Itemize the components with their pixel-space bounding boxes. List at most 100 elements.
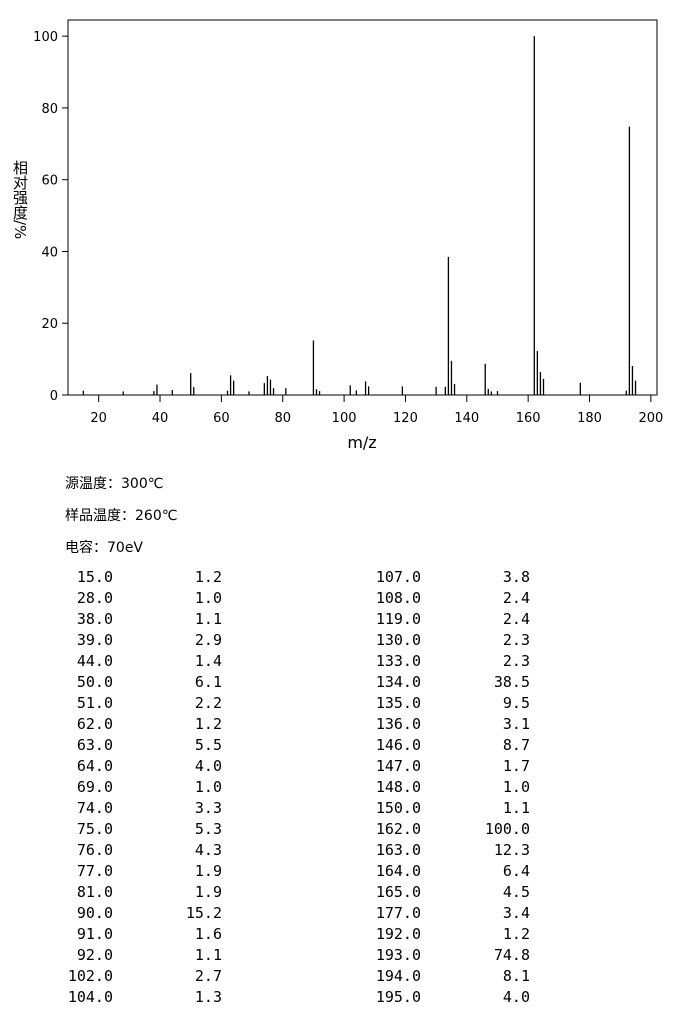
intensity-cell: 1.7 — [503, 757, 530, 775]
x-tick-label: 20 — [90, 411, 107, 426]
intensity-cell: 1.0 — [503, 778, 530, 796]
x-tick-label: 80 — [274, 411, 291, 426]
mz-cell: 62.0 — [77, 715, 113, 733]
mz-cell: 28.0 — [77, 589, 113, 607]
mz-cell: 51.0 — [77, 694, 113, 712]
intensity-cell: 1.2 — [195, 715, 222, 733]
x-tick-label: 120 — [393, 411, 418, 426]
x-tick-label: 60 — [213, 411, 230, 426]
intensity-cell: 5.3 — [195, 820, 222, 838]
intensity-cell: 2.7 — [195, 967, 222, 985]
y-tick-label: 100 — [33, 30, 58, 45]
x-tick-label: 200 — [638, 411, 663, 426]
y-tick-label: 80 — [41, 102, 58, 117]
intensity-cell: 4.0 — [503, 988, 530, 1006]
mz-cell: 164.0 — [376, 862, 421, 880]
intensity-cell: 2.4 — [503, 589, 530, 607]
x-axis-label: m/z — [347, 433, 376, 452]
intensity-cell: 8.1 — [503, 967, 530, 985]
mz-cell: 136.0 — [376, 715, 421, 733]
mz-cell: 76.0 — [77, 841, 113, 859]
intensity-cell: 15.2 — [186, 904, 222, 922]
intensity-cell: 5.5 — [195, 736, 222, 754]
x-tick-label: 160 — [516, 411, 541, 426]
intensity-cell: 6.1 — [195, 673, 222, 691]
mz-cell: 104.0 — [68, 988, 113, 1006]
mz-cell: 147.0 — [376, 757, 421, 775]
intensity-cell: 2.3 — [503, 631, 530, 649]
mz-cell: 148.0 — [376, 778, 421, 796]
mz-cell: 165.0 — [376, 883, 421, 901]
y-tick-label: 20 — [41, 317, 58, 332]
mz-cell: 135.0 — [376, 694, 421, 712]
intensity-cell: 8.7 — [503, 736, 530, 754]
intensity-cell: 38.5 — [494, 673, 530, 691]
intensity-cell: 4.5 — [503, 883, 530, 901]
mz-cell: 192.0 — [376, 925, 421, 943]
condition: 样品温度：260℃ — [65, 508, 177, 524]
x-tick-label: 100 — [332, 411, 357, 426]
mz-cell: 63.0 — [77, 736, 113, 754]
intensity-cell: 4.3 — [195, 841, 222, 859]
intensity-cell: 12.3 — [494, 841, 530, 859]
mz-cell: 133.0 — [376, 652, 421, 670]
intensity-cell: 3.8 — [503, 568, 530, 586]
intensity-cell: 1.0 — [195, 778, 222, 796]
mz-cell: 81.0 — [77, 883, 113, 901]
y-tick-label: 0 — [50, 389, 58, 404]
x-tick-label: 180 — [577, 411, 602, 426]
mz-cell: 64.0 — [77, 757, 113, 775]
mz-cell: 150.0 — [376, 799, 421, 817]
plot-frame — [67, 19, 658, 396]
mz-cell: 77.0 — [77, 862, 113, 880]
intensity-cell: 1.1 — [503, 799, 530, 817]
intensity-cell: 2.4 — [503, 610, 530, 628]
mz-cell: 107.0 — [376, 568, 421, 586]
intensity-cell: 1.9 — [195, 883, 222, 901]
condition: 电容：70eV — [65, 539, 143, 556]
condition: 源温度：300℃ — [65, 476, 163, 492]
mz-cell: 44.0 — [77, 652, 113, 670]
mz-cell: 90.0 — [77, 904, 113, 922]
intensity-cell: 4.0 — [195, 757, 222, 775]
intensity-cell: 2.9 — [195, 631, 222, 649]
mz-cell: 38.0 — [77, 610, 113, 628]
x-tick-label: 140 — [454, 411, 479, 426]
mz-cell: 50.0 — [77, 673, 113, 691]
mz-cell: 162.0 — [376, 820, 421, 838]
intensity-cell: 1.1 — [195, 946, 222, 964]
mz-cell: 69.0 — [77, 778, 113, 796]
mz-cell: 15.0 — [77, 568, 113, 586]
mz-cell: 108.0 — [376, 589, 421, 607]
intensity-cell: 1.6 — [195, 925, 222, 943]
mz-cell: 119.0 — [376, 610, 421, 628]
intensity-cell: 74.8 — [494, 946, 530, 964]
mz-cell: 92.0 — [77, 946, 113, 964]
intensity-cell: 1.1 — [195, 610, 222, 628]
intensity-cell: 2.3 — [503, 652, 530, 670]
mz-cell: 74.0 — [77, 799, 113, 817]
intensity-cell: 2.2 — [195, 694, 222, 712]
y-tick-label: 60 — [41, 174, 58, 189]
mz-cell: 177.0 — [376, 904, 421, 922]
mz-cell: 130.0 — [376, 631, 421, 649]
mz-cell: 195.0 — [376, 988, 421, 1006]
x-tick-label: 40 — [152, 411, 169, 426]
intensity-cell: 3.3 — [195, 799, 222, 817]
mz-cell: 91.0 — [77, 925, 113, 943]
intensity-cell: 1.2 — [503, 925, 530, 943]
mz-cell: 39.0 — [77, 631, 113, 649]
y-axis-label: 相对强度/% — [11, 160, 29, 239]
mz-cell: 134.0 — [376, 673, 421, 691]
intensity-cell: 100.0 — [485, 820, 530, 838]
intensity-cell: 3.4 — [503, 904, 530, 922]
intensity-cell: 1.3 — [195, 988, 222, 1006]
intensity-cell: 1.2 — [195, 568, 222, 586]
intensity-cell: 1.0 — [195, 589, 222, 607]
intensity-cell: 1.9 — [195, 862, 222, 880]
intensity-cell: 3.1 — [503, 715, 530, 733]
mz-cell: 102.0 — [68, 967, 113, 985]
mz-cell: 75.0 — [77, 820, 113, 838]
mz-cell: 163.0 — [376, 841, 421, 859]
